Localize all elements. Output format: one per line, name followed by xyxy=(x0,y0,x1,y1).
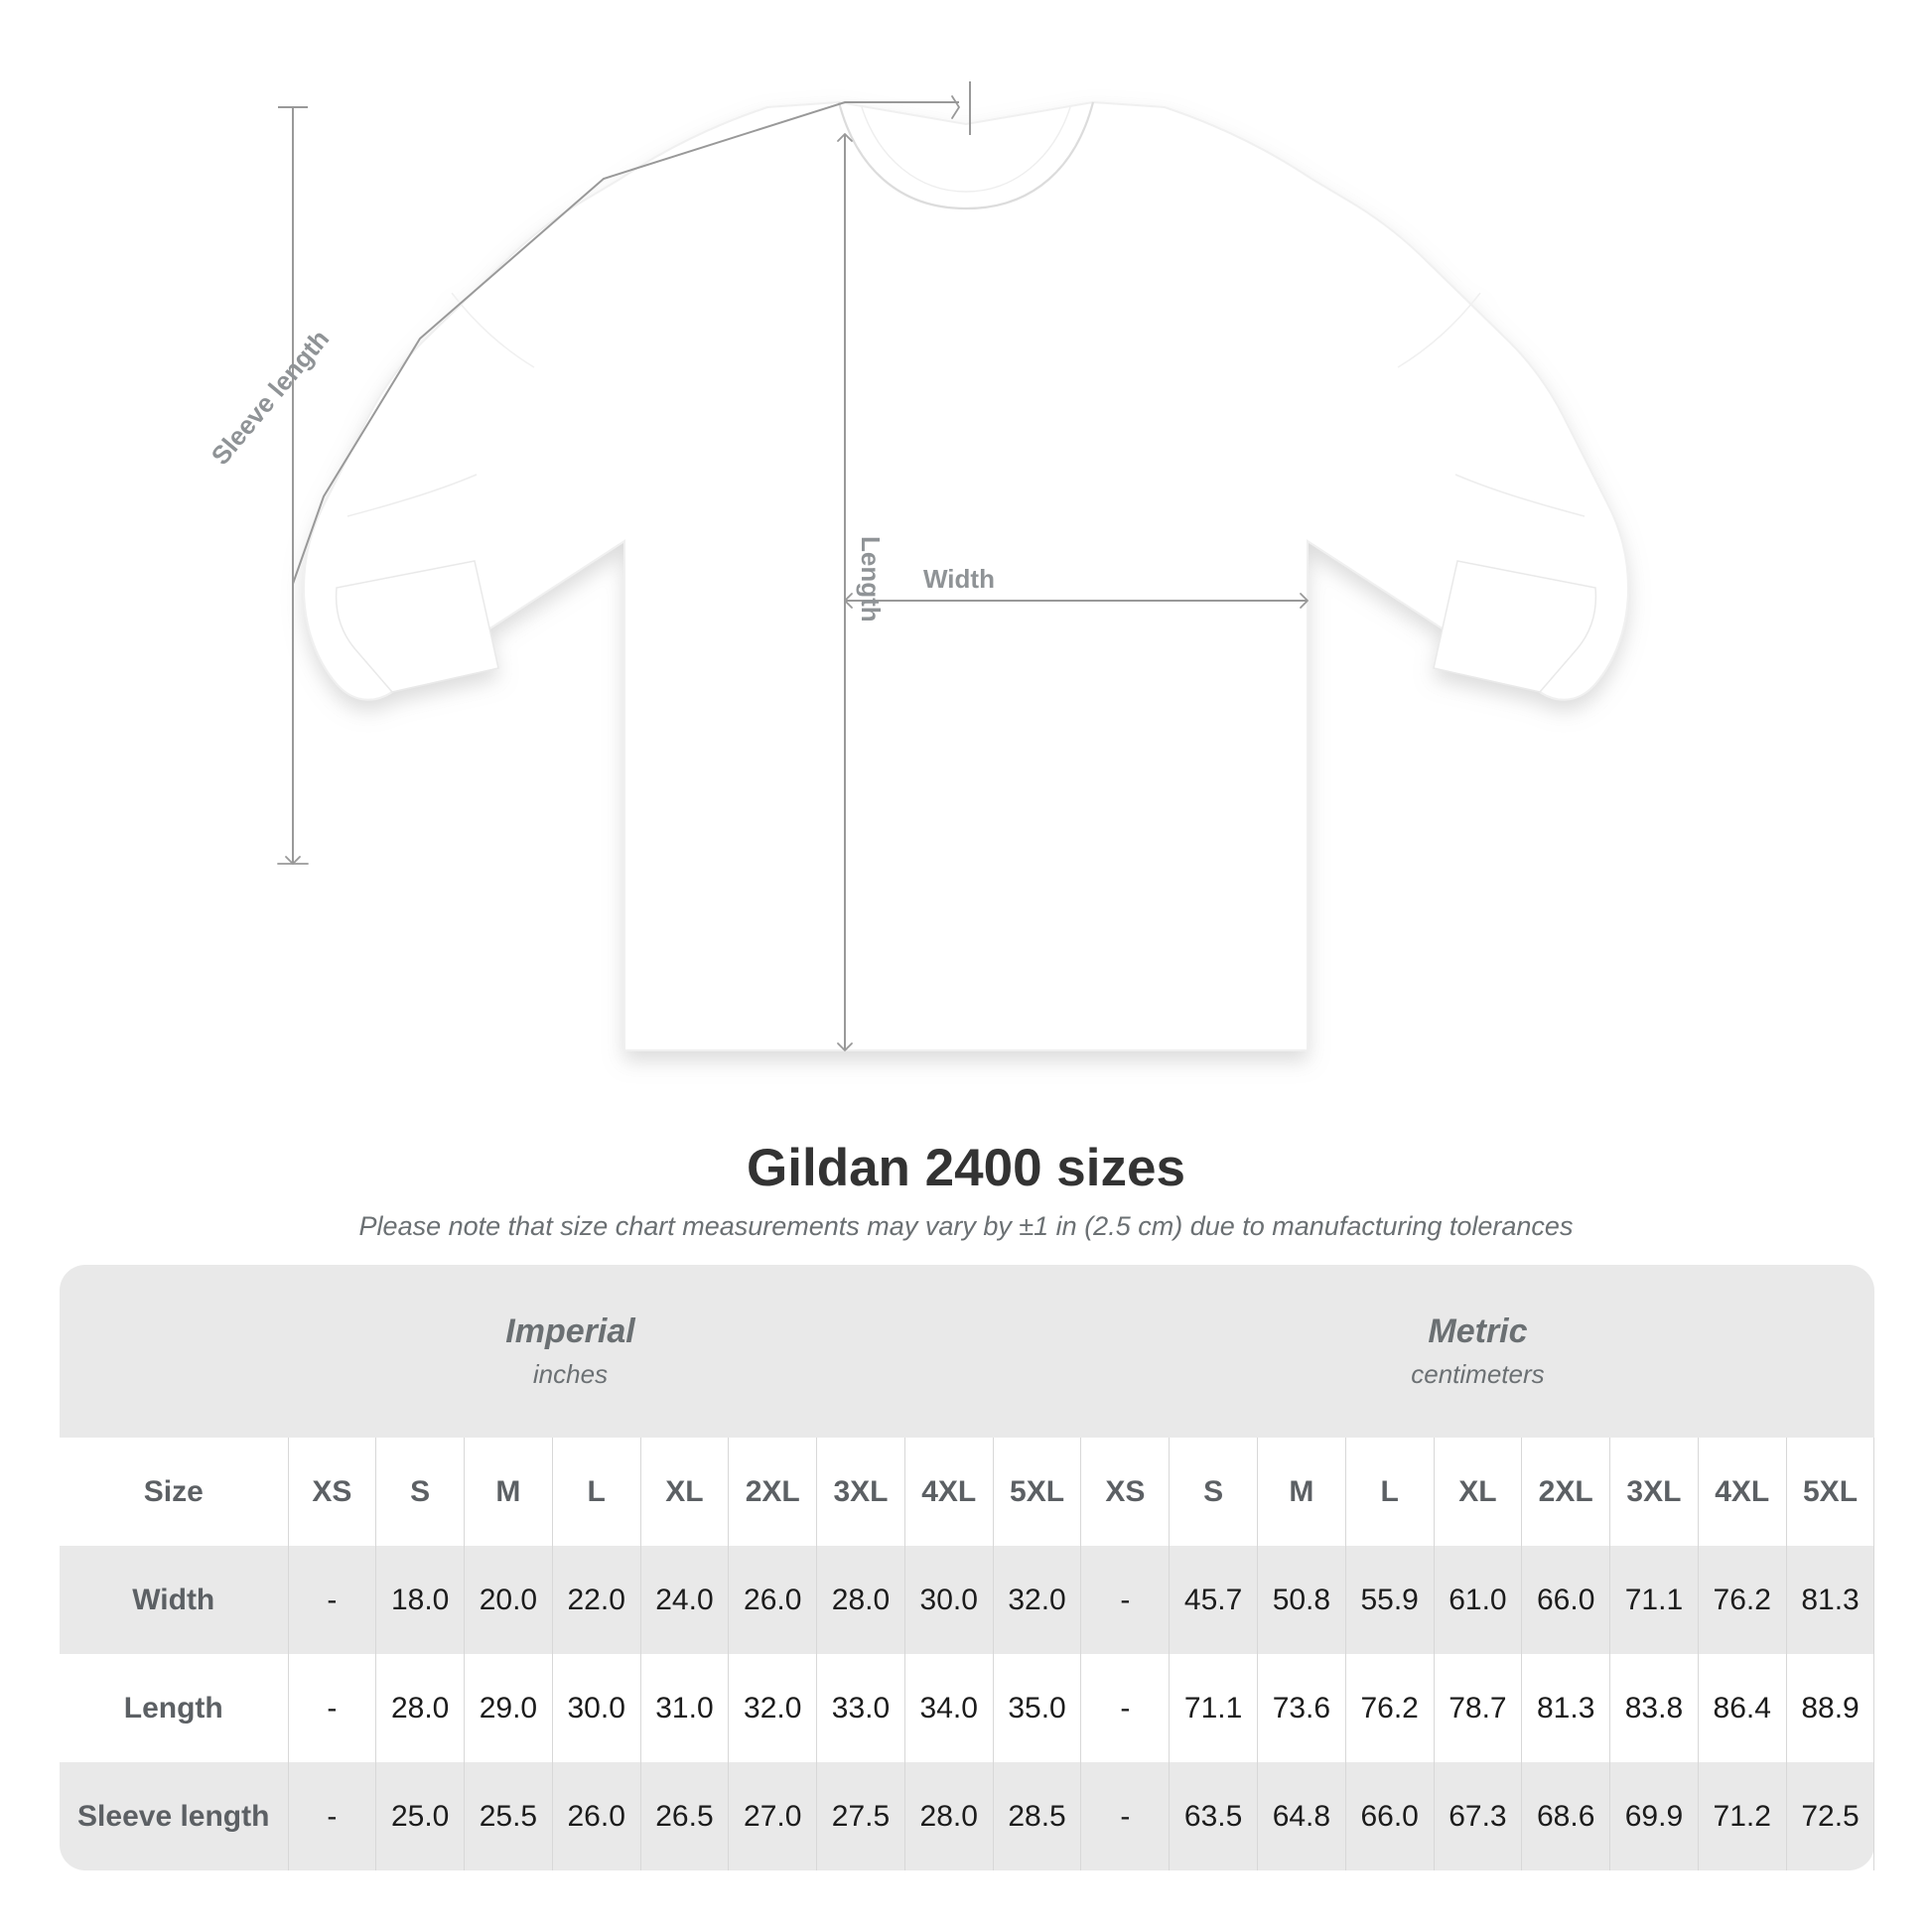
svg-text:Width: Width xyxy=(923,564,995,594)
svg-text:Length: Length xyxy=(856,536,886,622)
svg-text:Sleeve length: Sleeve length xyxy=(206,324,336,471)
